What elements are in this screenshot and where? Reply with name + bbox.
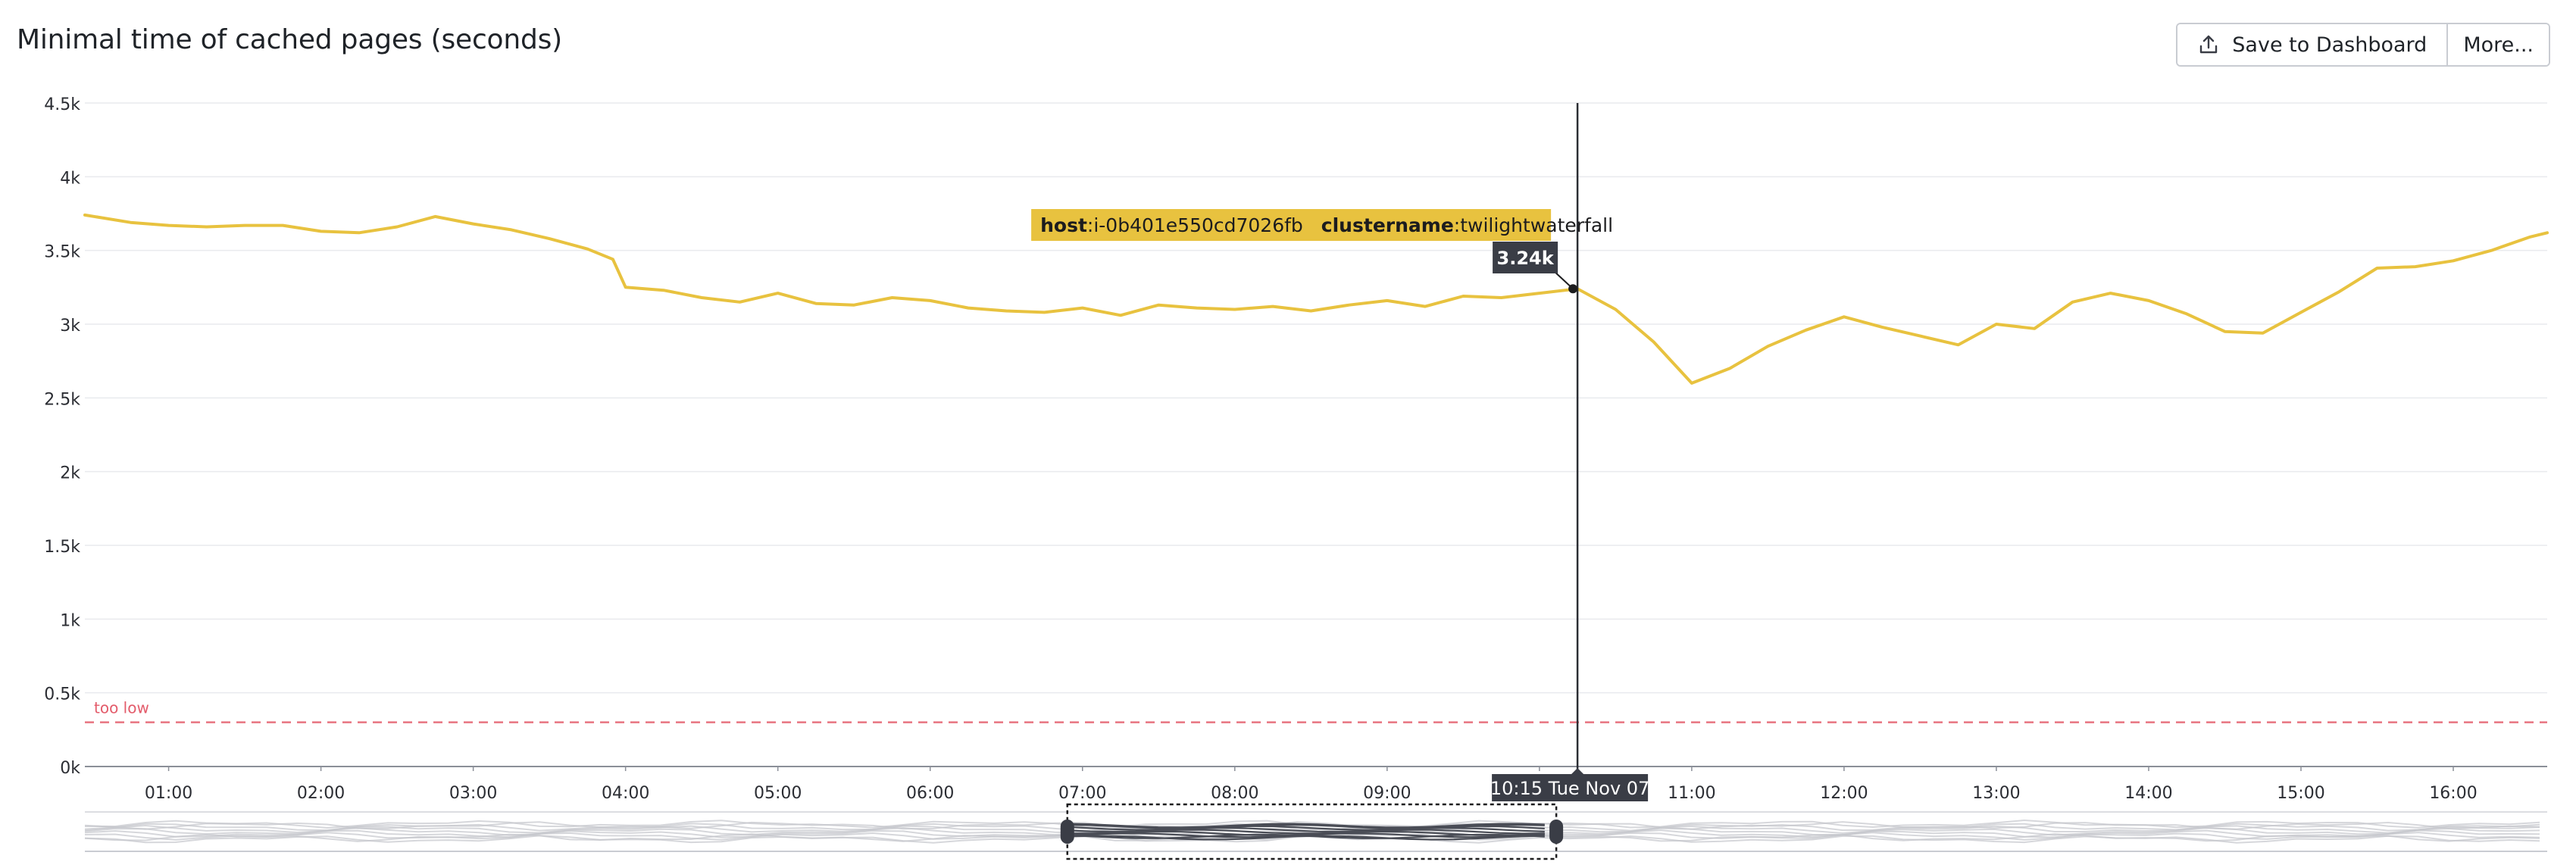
y-tick-label: 2.5k bbox=[44, 390, 80, 409]
y-tick-label: 3.5k bbox=[44, 243, 80, 262]
upload-icon bbox=[2200, 35, 2218, 54]
hover-time-label: 10:15 Tue Nov 07 bbox=[1490, 778, 1649, 799]
threshold-marker: too low bbox=[85, 699, 2547, 723]
hover-layer: host:i-0b401e550cd7026fb clustername:twil… bbox=[1031, 103, 1649, 801]
x-tick-label: 03:00 bbox=[449, 784, 497, 803]
tooltip-tag-key: host bbox=[1040, 214, 1087, 236]
x-tick-label: 07:00 bbox=[1058, 784, 1106, 803]
navigator-selected-line bbox=[1067, 823, 1545, 830]
hover-point bbox=[1568, 284, 1578, 294]
series-tooltip bbox=[1031, 209, 1552, 241]
y-tick-label: 2k bbox=[60, 464, 80, 483]
series-line[interactable] bbox=[83, 213, 2549, 385]
y-axis: 0k 0.5k 1k 1.5k 2k 2.5k 3k 3.5k 4k 4.5k bbox=[44, 95, 80, 778]
value-label-box bbox=[1493, 242, 1558, 273]
y-tick-label: 0k bbox=[60, 759, 80, 778]
x-tick-label: 05:00 bbox=[754, 784, 802, 803]
y-tick-label: 3k bbox=[60, 317, 80, 336]
chart-title: Minimal time of cached pages (seconds) bbox=[17, 24, 563, 55]
x-tick-label: 01:00 bbox=[145, 784, 192, 803]
time-label-pointer bbox=[1571, 768, 1584, 774]
x-tick-label: 16:00 bbox=[2429, 784, 2477, 803]
x-tick-label: 08:00 bbox=[1211, 784, 1258, 803]
range-navigator[interactable] bbox=[84, 803, 2547, 860]
more-label: More... bbox=[2463, 33, 2534, 57]
x-tick-label: 14:00 bbox=[2124, 784, 2172, 803]
y-tick-label: 4k bbox=[60, 169, 80, 188]
y-tick-label: 1k bbox=[60, 611, 80, 630]
navigator-handle-left[interactable] bbox=[1060, 820, 1074, 844]
x-tick-label: 02:00 bbox=[297, 784, 345, 803]
y-tick-label: 0.5k bbox=[44, 685, 80, 704]
tooltip-tag-key: clustername bbox=[1321, 214, 1454, 236]
x-tick-label: 09:00 bbox=[1363, 784, 1411, 803]
y-tick-label: 1.5k bbox=[44, 538, 80, 557]
tooltip-tag-value: :i-0b401e550cd7026fb bbox=[1087, 214, 1303, 236]
gridlines bbox=[85, 102, 2547, 767]
x-tick-label: 11:00 bbox=[1668, 784, 1715, 803]
navigator-selected-line bbox=[1067, 832, 1545, 838]
save-to-dashboard-label: Save to Dashboard bbox=[2232, 33, 2428, 57]
navigator-selected-line bbox=[1067, 833, 1545, 839]
time-label-box bbox=[1492, 774, 1649, 801]
save-to-dashboard-button[interactable]: Save to Dashboard bbox=[2177, 24, 2447, 65]
navigator-selected-line bbox=[1067, 823, 1545, 829]
x-tick-label: 13:00 bbox=[1972, 784, 2020, 803]
more-button[interactable]: More... bbox=[2446, 24, 2549, 65]
navigator-handle-right[interactable] bbox=[1549, 820, 1564, 844]
x-axis: 01:00 02:00 03:00 04:00 05:00 06:00 07:00 08:00… bbox=[145, 767, 2478, 803]
threshold-label: too low bbox=[94, 699, 149, 717]
navigator-series-line bbox=[84, 821, 2540, 830]
header-actions: Save to Dashboard More... bbox=[2176, 23, 2550, 67]
tooltip-text: host:i-0b401e550cd7026fb clustername:twil… bbox=[1040, 214, 1613, 236]
hover-value-label: 3.24k bbox=[1497, 248, 1555, 269]
x-tick-label: 04:00 bbox=[602, 784, 649, 803]
series-layer bbox=[83, 213, 2549, 385]
x-tick-label: 15:00 bbox=[2277, 784, 2324, 803]
tooltip-tag-value: :twilightwaterfall bbox=[1454, 214, 1613, 236]
x-tick-label: 12:00 bbox=[1820, 784, 1868, 803]
x-tick-label: 06:00 bbox=[906, 784, 954, 803]
y-tick-label: 4.5k bbox=[44, 95, 80, 114]
navigator-series-line bbox=[84, 823, 2540, 832]
